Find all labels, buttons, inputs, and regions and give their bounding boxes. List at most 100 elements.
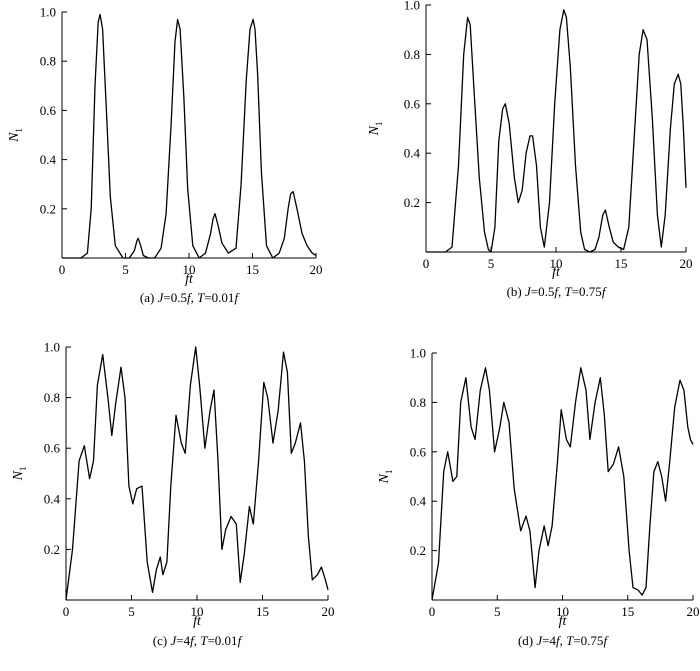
y-tick-label: 0.2 [410, 543, 426, 558]
x-axis-label: ft [559, 614, 568, 629]
y-tick-label: 1.0 [404, 0, 420, 13]
y-axis-label-subscript: 1 [384, 470, 394, 475]
x-tick-label: 10 [183, 262, 196, 277]
caption-part-v4: f [602, 284, 608, 299]
caption-part-v3: T [200, 633, 208, 648]
caption-part-prefix: (b) [507, 284, 525, 299]
x-tick-label: 20 [322, 604, 335, 619]
panel-caption: (a) J=0.5f, T=0.01f [140, 290, 241, 305]
caption-part-v2: f [190, 633, 196, 648]
series-line [65, 346, 329, 601]
caption-part-mid3: =0.75 [572, 284, 602, 299]
caption-part-mid2: , [191, 290, 198, 305]
caption-part-v2: f [556, 633, 562, 648]
caption-part-v3: T [197, 290, 205, 305]
x-tick-label: 5 [488, 256, 495, 271]
y-tick-label: 0.6 [40, 103, 57, 118]
y-tick-label: 0.8 [410, 395, 426, 410]
caption-part-mid1: =4 [176, 633, 190, 648]
x-tick-label: 5 [128, 604, 135, 619]
x-tick-label: 15 [246, 262, 259, 277]
x-tick-label: 0 [423, 256, 430, 271]
x-tick-label: 0 [59, 262, 66, 277]
y-tick-label: 0.2 [44, 542, 60, 557]
panel-caption: (d) J=4f, T=0.75f [518, 633, 610, 648]
x-tick-label: 10 [556, 604, 569, 619]
caption-part-v1: J [536, 633, 543, 648]
series-line [426, 9, 687, 253]
caption-part-mid1: =0.5 [531, 284, 555, 299]
x-tick-label: 5 [122, 262, 129, 277]
x-tick-label: 20 [687, 604, 700, 619]
y-tick-label: 1.0 [40, 5, 56, 20]
x-tick-label: 15 [256, 604, 269, 619]
caption-part-v1: J [158, 290, 165, 305]
y-axis-label: N1 [367, 122, 384, 137]
caption-part-mid2: , [194, 633, 201, 648]
y-axis-label: N1 [11, 467, 28, 482]
y-tick-label: 0.4 [44, 491, 61, 506]
x-tick-label: 15 [621, 604, 634, 619]
caption-part-mid2: , [560, 633, 567, 648]
y-tick-label: 0.4 [40, 152, 57, 167]
x-tick-label: 20 [310, 262, 323, 277]
y-tick-label: 0.2 [40, 201, 56, 216]
caption-part-prefix: (a) [140, 290, 158, 305]
y-axis-label-main: N [377, 473, 392, 484]
caption-part-v4: f [234, 290, 240, 305]
caption-part-mid2: , [558, 284, 565, 299]
series-line [431, 367, 694, 601]
y-axis-label-main: N [11, 470, 26, 481]
caption-part-v3: T [566, 633, 574, 648]
x-tick-label: 0 [429, 604, 436, 619]
caption-part-mid3: =0.01 [207, 633, 237, 648]
x-tick-label: 10 [550, 256, 563, 271]
y-tick-label: 0.6 [44, 441, 61, 456]
x-tick-label: 15 [615, 256, 628, 271]
x-axis-label: ft [185, 272, 194, 287]
x-tick-label: 0 [63, 604, 70, 619]
panel-caption: (c) J=4f, T=0.01f [153, 633, 244, 648]
x-axis-label: ft [193, 614, 202, 629]
y-axis-label: N1 [7, 128, 24, 143]
caption-part-v4: f [238, 633, 244, 648]
y-tick-label: 0.8 [404, 47, 420, 62]
y-tick-label: 1.0 [410, 346, 426, 361]
series-line [62, 13, 317, 259]
caption-part-v3: T [564, 284, 572, 299]
y-tick-label: 0.8 [40, 54, 56, 69]
y-axis-label-main: N [7, 132, 22, 143]
caption-part-prefix: (d) [518, 633, 536, 648]
y-tick-label: 0.8 [44, 390, 60, 405]
x-tick-label: 5 [494, 604, 501, 619]
x-axis-label: ft [552, 265, 561, 280]
y-axis-label-main: N [367, 125, 382, 136]
y-axis-label-subscript: 1 [374, 122, 384, 127]
caption-part-mid3: =0.75 [573, 633, 603, 648]
y-tick-label: 0.2 [404, 195, 420, 210]
y-axis-label-subscript: 1 [14, 128, 24, 133]
caption-part-v1: J [525, 284, 532, 299]
caption-part-mid3: =0.01 [204, 290, 234, 305]
y-tick-label: 0.4 [404, 146, 421, 161]
y-axis-label-subscript: 1 [18, 467, 28, 472]
caption-part-v4: f [603, 633, 609, 648]
caption-part-prefix: (c) [153, 633, 171, 648]
caption-part-mid1: =0.5 [163, 290, 187, 305]
caption-part-mid1: =4 [542, 633, 556, 648]
caption-part-v2: f [554, 284, 560, 299]
caption-part-v2: f [187, 290, 193, 305]
panel-caption: (b) J=0.5f, T=0.75f [507, 284, 608, 299]
x-tick-label: 10 [191, 604, 204, 619]
y-tick-label: 1.0 [44, 340, 60, 355]
caption-part-v1: J [170, 633, 177, 648]
y-axis-label: N1 [377, 470, 394, 485]
y-tick-label: 0.6 [410, 444, 427, 459]
x-tick-label: 20 [680, 256, 693, 271]
y-tick-label: 0.6 [404, 96, 421, 111]
y-tick-label: 0.4 [410, 494, 427, 509]
